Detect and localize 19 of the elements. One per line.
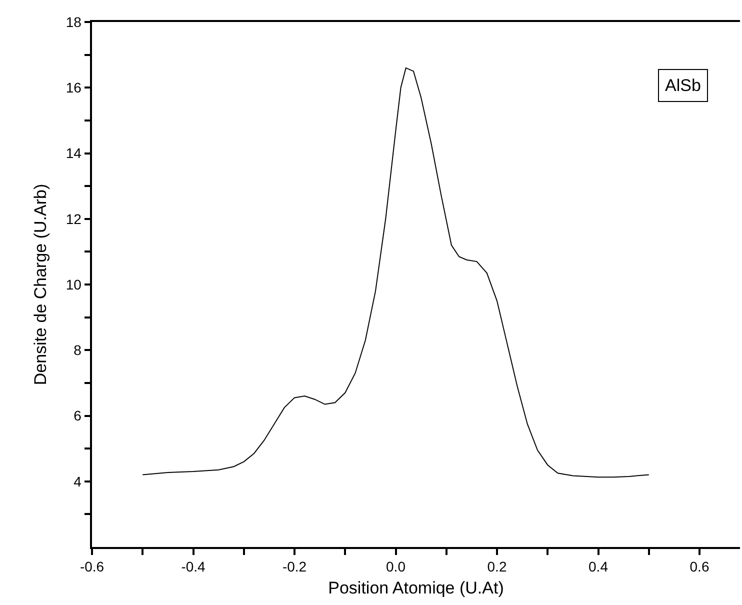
y-tick-label: 14 bbox=[66, 145, 82, 162]
x-tick-label: -0.6 bbox=[80, 558, 104, 575]
x-tick-label: -0.2 bbox=[282, 558, 307, 575]
annotation: AlSb bbox=[665, 76, 701, 95]
y-tick-label: 6 bbox=[74, 408, 82, 424]
x-tick-label: -0.4 bbox=[181, 558, 206, 575]
y-tick-label: 4 bbox=[74, 473, 82, 490]
y-tick-label: 10 bbox=[66, 276, 82, 292]
y-tick-label: 16 bbox=[66, 80, 82, 96]
x-tick-label: 0.6 bbox=[690, 558, 710, 575]
y-tick-label: 12 bbox=[66, 210, 82, 227]
x-tick-label: 0.4 bbox=[588, 558, 608, 575]
x-tick-label: 0.0 bbox=[386, 558, 406, 575]
y-tick-label: 8 bbox=[74, 342, 82, 358]
x-tick-label: 0.2 bbox=[487, 558, 507, 575]
y-axis-title: Densite de Charge (U.Arb) bbox=[30, 184, 50, 386]
line-series bbox=[142, 67, 650, 478]
x-axis-title: Position Atomiqe (U.At) bbox=[328, 578, 504, 598]
y-tick-label: 18 bbox=[66, 14, 82, 30]
